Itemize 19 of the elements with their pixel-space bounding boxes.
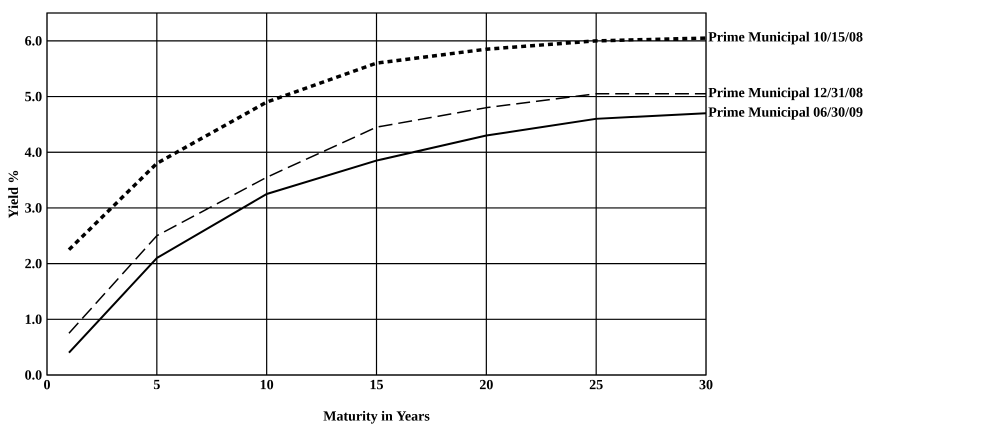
x-tick-label: 10 xyxy=(260,380,274,390)
y-tick-label: 5.0 xyxy=(25,92,42,102)
y-tick-label: 0.0 xyxy=(25,370,42,380)
y-tick-label: 3.0 xyxy=(25,203,42,213)
y-axis-title: Yield % xyxy=(8,170,18,218)
y-tick-label: 2.0 xyxy=(25,258,42,268)
x-tick-label: 30 xyxy=(700,380,712,390)
x-tick-label: 5 xyxy=(154,380,160,390)
series-label: Prime Municipal 10/15/08 xyxy=(708,32,863,44)
x-axis-title: Maturity in Years xyxy=(323,410,430,424)
x-tick-label: 0 xyxy=(44,380,50,390)
x-tick-label: 25 xyxy=(590,380,603,390)
y-tick-label: 1.0 xyxy=(26,314,42,324)
x-tick-label: 20 xyxy=(480,380,493,390)
y-tick-label: 4.0 xyxy=(24,147,42,157)
y-tick-label: 6.0 xyxy=(25,36,42,46)
series-label: Prime Municipal 12/31/08 xyxy=(708,87,863,100)
series-label: Prime Municipal 06/30/09 xyxy=(708,106,862,120)
x-tick-label: 15 xyxy=(370,380,383,390)
